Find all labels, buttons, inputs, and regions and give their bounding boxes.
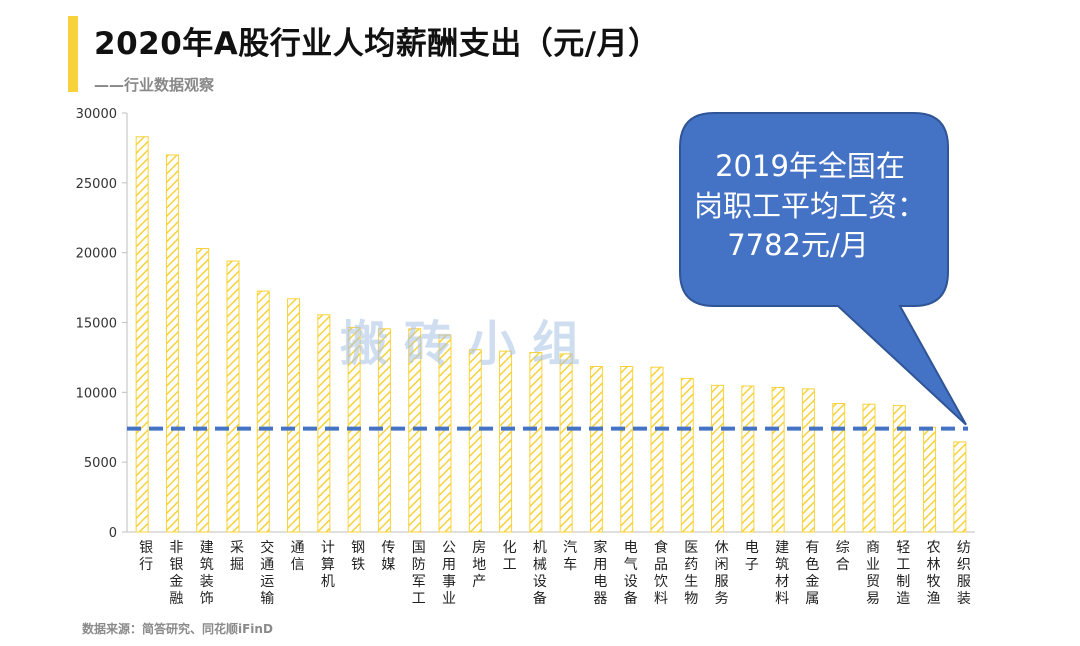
bar-19 bbox=[680, 377, 694, 533]
x-category-label: 机械设备 bbox=[533, 540, 547, 607]
title-accent-bar bbox=[68, 16, 78, 92]
x-category-label: 电气设备 bbox=[624, 540, 638, 607]
x-category-label: 食品饮料 bbox=[654, 539, 668, 607]
y-tick-label: 20000 bbox=[76, 247, 117, 262]
y-tick-label: 0 bbox=[109, 526, 117, 541]
bar-26 bbox=[892, 405, 906, 533]
x-category-label: 商业贸易 bbox=[866, 540, 880, 607]
x-category-label: 有色金属 bbox=[805, 540, 819, 607]
x-category-label: 医药生物 bbox=[684, 540, 698, 607]
bar-6 bbox=[287, 298, 301, 533]
bar-12 bbox=[468, 349, 482, 533]
callout-shape bbox=[679, 112, 967, 426]
bar-15 bbox=[559, 353, 573, 533]
callout-bubble: 2019年全国在 岗职工平均工资： 7782元/月 bbox=[679, 112, 967, 426]
bar-21 bbox=[741, 385, 755, 533]
x-category-label: 非银金融 bbox=[169, 540, 183, 607]
bar-28 bbox=[953, 441, 967, 533]
x-category-label: 传媒 bbox=[381, 540, 395, 573]
bar-16 bbox=[589, 365, 603, 533]
bar-1 bbox=[135, 136, 149, 533]
x-category-label: 房地产 bbox=[472, 540, 486, 590]
bar-4 bbox=[226, 260, 240, 533]
x-category-label: 建筑材料 bbox=[775, 540, 789, 607]
bar-2 bbox=[165, 154, 179, 533]
x-category-label: 综合 bbox=[836, 540, 850, 573]
bar-24 bbox=[832, 403, 846, 533]
x-category-label: 汽车 bbox=[563, 540, 577, 573]
bar-20 bbox=[711, 384, 725, 533]
y-tick-label: 5000 bbox=[84, 456, 117, 471]
bar-23 bbox=[801, 388, 815, 533]
bar-22 bbox=[771, 386, 785, 533]
callout-line-3: 7782元/月 bbox=[727, 228, 869, 262]
data-source-note: 数据来源：简答研究、同花顺iFinD bbox=[82, 622, 273, 636]
y-tick-label: 25000 bbox=[76, 177, 117, 192]
chart-title: 2020年A股行业人均薪酬支出（元/月） bbox=[94, 26, 660, 62]
bar-17 bbox=[620, 365, 634, 533]
x-category-label: 纺织服装 bbox=[957, 540, 971, 607]
x-category-label: 电子 bbox=[745, 540, 759, 573]
x-category-label: 轻工制造 bbox=[896, 540, 910, 607]
bar-11 bbox=[438, 334, 452, 533]
x-category-label: 家用电器 bbox=[593, 539, 607, 607]
x-category-label: 计算机 bbox=[321, 540, 335, 590]
x-category-label: 公用事业 bbox=[442, 540, 456, 607]
bar-5 bbox=[256, 290, 270, 533]
bar-27 bbox=[923, 426, 937, 533]
x-category-label: 休闲服务 bbox=[715, 540, 729, 607]
x-category-label: 钢铁 bbox=[351, 540, 365, 573]
x-category-label: 采掘 bbox=[230, 540, 244, 573]
x-category-label: 国防军工 bbox=[412, 540, 426, 607]
bar-3 bbox=[196, 247, 210, 533]
x-category-label: 化工 bbox=[503, 540, 517, 573]
callout-line-1: 2019年全国在 bbox=[715, 149, 905, 183]
callout-line-2: 岗职工平均工资： bbox=[694, 189, 926, 223]
y-tick-label: 30000 bbox=[76, 107, 117, 122]
bar-25 bbox=[862, 403, 876, 533]
x-category-label: 交通运输 bbox=[260, 539, 274, 607]
bar-7 bbox=[317, 314, 331, 533]
y-tick-label: 15000 bbox=[76, 317, 117, 332]
x-category-label: 通信 bbox=[291, 540, 305, 573]
y-tick-label: 10000 bbox=[76, 386, 117, 401]
bar-13 bbox=[499, 350, 513, 533]
chart-subtitle: ——行业数据观察 bbox=[94, 76, 215, 94]
watermark: 搬砖小组 bbox=[340, 316, 596, 372]
x-category-label: 农林牧渔 bbox=[927, 540, 941, 607]
bar-18 bbox=[650, 366, 664, 533]
bar-14 bbox=[529, 352, 543, 533]
x-category-label: 银行 bbox=[139, 540, 153, 573]
x-category-label: 建筑装饰 bbox=[200, 540, 214, 607]
